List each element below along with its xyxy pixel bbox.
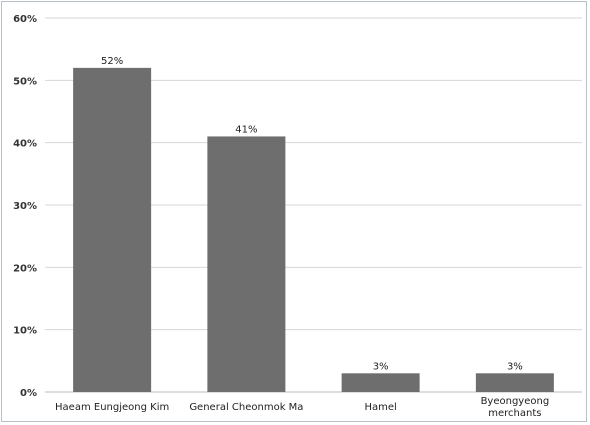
data-label: 52% xyxy=(101,56,123,67)
bar xyxy=(341,373,420,392)
data-labels: 52% 41% 3% 3% xyxy=(101,56,523,372)
data-label: 41% xyxy=(235,124,257,135)
bars xyxy=(73,67,554,392)
y-tick-label: 60% xyxy=(13,14,37,25)
x-tick-label: General Cheonmok Ma xyxy=(189,402,303,413)
x-axis-labels: Haeam Eungjeong Kim General Cheonmok Ma Ha… xyxy=(55,396,549,419)
x-tick-label: Byeongyeong merchants xyxy=(481,396,550,419)
x-tick-label: Haeam Eungjeong Kim xyxy=(55,402,169,413)
y-tick-label: 30% xyxy=(13,201,37,212)
bar xyxy=(73,67,152,392)
y-tick-label: 50% xyxy=(13,76,37,87)
bar xyxy=(475,373,554,392)
data-label: 3% xyxy=(507,361,523,372)
y-tick-label: 20% xyxy=(13,263,37,274)
y-tick-label: 0% xyxy=(20,388,37,399)
y-tick-label: 40% xyxy=(13,139,37,150)
data-label: 3% xyxy=(373,361,389,372)
y-tick-label: 10% xyxy=(13,326,37,337)
bar xyxy=(207,136,286,392)
y-axis: 0% 10% 20% 30% 40% 50% 60% xyxy=(13,14,37,399)
x-tick-label: Hamel xyxy=(364,402,396,413)
